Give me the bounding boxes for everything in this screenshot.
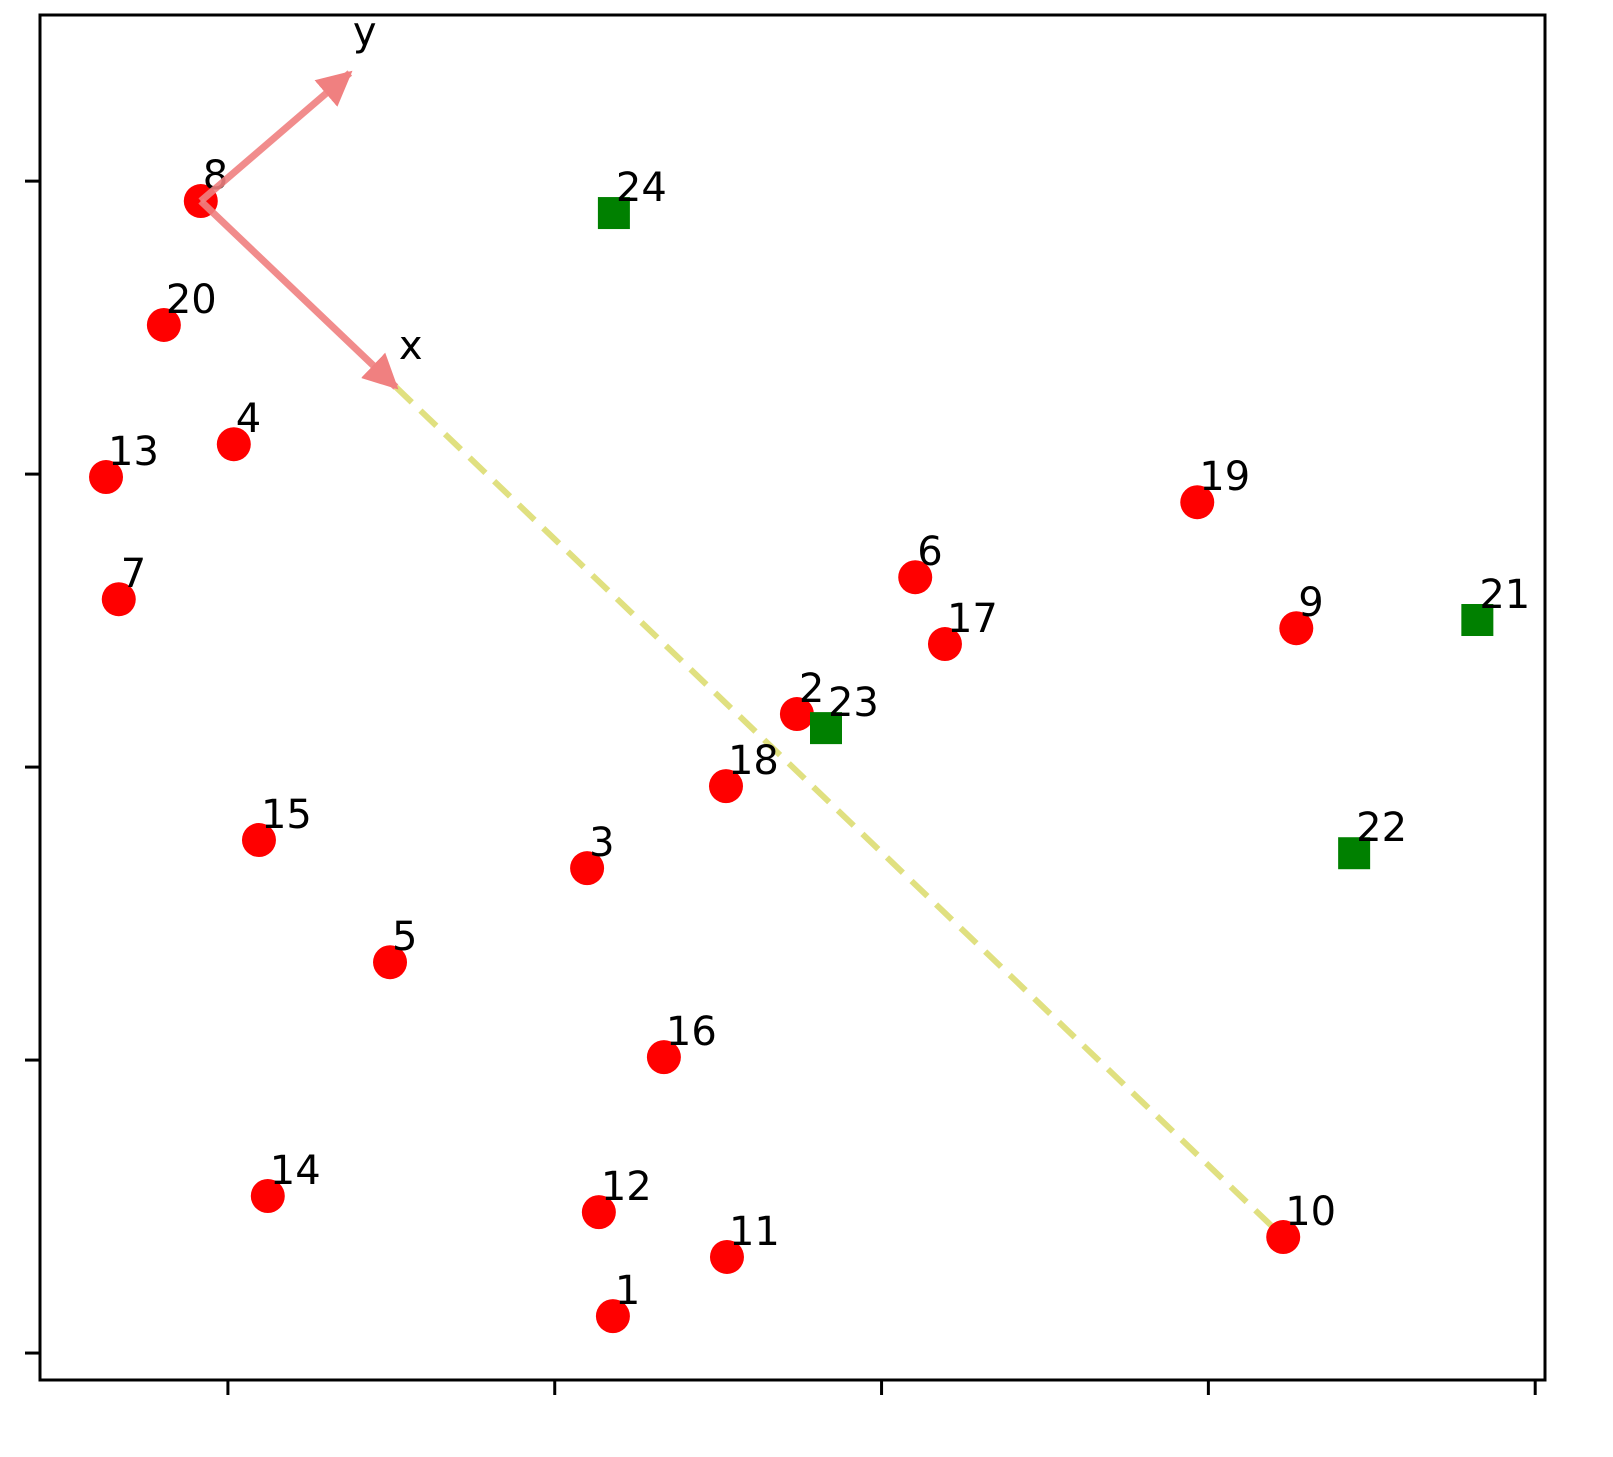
arrow <box>198 198 399 390</box>
point-label: 16 <box>666 1009 717 1055</box>
point <box>373 945 408 980</box>
point <box>1338 837 1371 870</box>
point <box>809 712 842 745</box>
point-label: 21 <box>1479 572 1530 618</box>
point-label: 6 <box>917 529 942 575</box>
point <box>779 697 814 732</box>
point-label: 24 <box>616 165 667 211</box>
point-label: 18 <box>728 738 779 784</box>
point-label: 5 <box>392 914 417 960</box>
point-label: 10 <box>1285 1189 1336 1235</box>
point <box>216 427 251 462</box>
point <box>1180 485 1215 520</box>
point-label: 13 <box>108 429 159 475</box>
point <box>646 1040 681 1075</box>
point <box>241 823 276 858</box>
point <box>595 1299 630 1334</box>
point-label: 19 <box>1199 454 1250 500</box>
point-label: 23 <box>828 680 879 726</box>
point-label: 15 <box>261 792 312 838</box>
arrow-label: x <box>399 323 423 369</box>
point <box>898 560 933 595</box>
point-label: 17 <box>947 596 998 642</box>
point <box>89 460 124 495</box>
point-label: 3 <box>589 820 614 866</box>
point <box>709 1239 744 1274</box>
point <box>597 197 630 230</box>
point <box>570 851 605 886</box>
point-label: 7 <box>121 551 146 597</box>
arrow <box>198 70 353 204</box>
point <box>146 307 181 342</box>
point-label: 12 <box>601 1164 652 1210</box>
plot-frame <box>38 13 1547 1382</box>
point-label: 4 <box>236 396 261 442</box>
point <box>1461 604 1494 637</box>
point <box>101 582 136 617</box>
point <box>1279 611 1314 646</box>
point-label: 2 <box>799 666 824 712</box>
point-label: 1 <box>615 1268 640 1314</box>
point <box>250 1179 285 1214</box>
point-label: 20 <box>166 277 217 323</box>
point-label: 11 <box>729 1209 780 1255</box>
point <box>708 769 743 804</box>
point-label: 14 <box>270 1148 321 1194</box>
point-label: 22 <box>1356 805 1407 851</box>
point <box>581 1195 616 1230</box>
point <box>1266 1220 1301 1255</box>
arrow-label: y <box>353 9 377 55</box>
dashed-line <box>393 384 1286 1240</box>
point <box>927 627 962 662</box>
point-label: 9 <box>1298 580 1323 626</box>
